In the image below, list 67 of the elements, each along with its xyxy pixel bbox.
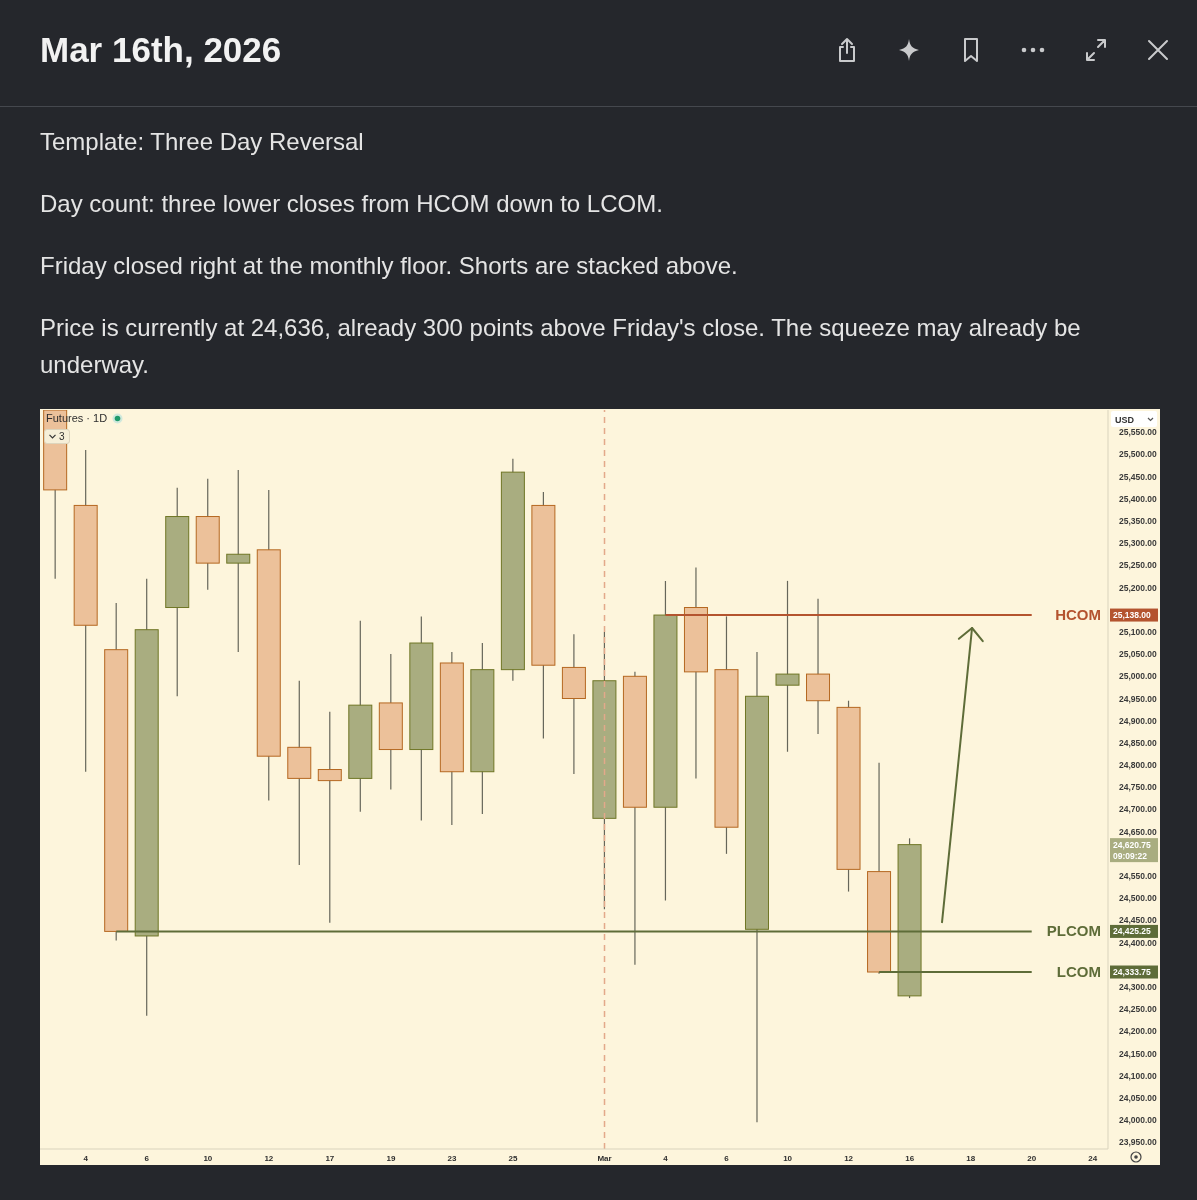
x-tick-label: 10 [783, 1154, 793, 1163]
text: 25,138.00 [1113, 610, 1152, 621]
y-tick-label: 25,500.00 [1119, 449, 1158, 460]
text: Friday closed right at the monthly floor. Shorts are stacked above. [40, 251, 739, 281]
ref-line-label: PLCOM [1046, 922, 1101, 940]
text: Day count: three lower closes from HCOM down to LCOM. [40, 189, 664, 219]
ref-line-label: LCOM [1056, 963, 1101, 981]
y-tick-label: 24,250.00 [1119, 1004, 1158, 1015]
x-tick-label: 17 [325, 1154, 335, 1163]
y-tick-label: 25,450.00 [1119, 471, 1158, 482]
y-tick-label: 24,200.00 [1119, 1026, 1158, 1037]
y-tick-label: 24,900.00 [1119, 715, 1158, 726]
y-tick-label: 25,100.00 [1119, 626, 1158, 637]
y-tick-label: 24,950.00 [1119, 693, 1158, 704]
y-tick-label: 24,450.00 [1119, 915, 1158, 926]
y-tick-label: 25,000.00 [1119, 671, 1158, 682]
y-tick-label: 24,800.00 [1119, 760, 1158, 771]
y-tick-label: 24,750.00 [1119, 782, 1158, 793]
y-tick-label: 24,150.00 [1119, 1048, 1158, 1059]
y-tick-label: 24,550.00 [1119, 871, 1158, 882]
x-tick-label: 12 [264, 1154, 274, 1163]
x-tick-label: 25 [508, 1154, 518, 1163]
y-tick-label: 24,500.00 [1119, 893, 1158, 904]
y-tick-label: 24,700.00 [1119, 804, 1158, 815]
collapse-button: 3 [44, 429, 70, 444]
x-tick-label: 18 [966, 1154, 976, 1163]
y-tick-label: 23,950.00 [1119, 1137, 1158, 1148]
x-tick-label: 24 [1088, 1154, 1098, 1163]
y-tick-label: 24,100.00 [1119, 1070, 1158, 1081]
chart-title: Mar 16th, 2026 [40, 29, 282, 71]
chart-subtitle: Template: Three Day Reversal [40, 127, 365, 157]
text: 24,425.25 [1113, 926, 1152, 937]
y-tick-label: 25,300.00 [1119, 538, 1158, 549]
candlestick [226, 469, 251, 653]
x-tick-label: 19 [386, 1154, 396, 1163]
x-tick-label: 4 [83, 1154, 89, 1163]
y-tick-label: 25,200.00 [1119, 582, 1158, 593]
y-tick-label: 25,400.00 [1119, 493, 1158, 504]
x-tick-label: 10 [203, 1154, 213, 1163]
y-tick-label: 24,400.00 [1119, 937, 1158, 948]
candlestick [775, 580, 800, 753]
annotation: Futures · 1D [46, 412, 108, 424]
y-tick-label: 24,050.00 [1119, 1092, 1158, 1103]
x-tick-label: 4 [663, 1154, 669, 1163]
y-tick-label: 25,350.00 [1119, 515, 1158, 526]
x-tick-label: 20 [1027, 1154, 1037, 1163]
x-tick-label: 16 [905, 1154, 915, 1163]
y-axis-title: USD [1115, 414, 1135, 425]
text: Price is currently at 24,636, already 300 points above Friday's close. The squeeze may already be underway. [40, 313, 1082, 380]
annotation: 3 [59, 431, 65, 442]
y-tick-label: 24,000.00 [1119, 1115, 1158, 1126]
text: 24,620.75 [1113, 839, 1152, 850]
text: 09:09:22 [1113, 850, 1148, 861]
y-tick-label: 24,300.00 [1119, 982, 1158, 993]
y-tick-label: 25,550.00 [1119, 427, 1158, 438]
x-tick-label: 23 [447, 1154, 457, 1163]
x-tick-label: 12 [844, 1154, 854, 1163]
candlestick [317, 711, 342, 924]
y-tick-label: 24,650.00 [1119, 826, 1158, 837]
y-tick-label: 25,050.00 [1119, 649, 1158, 660]
ref-line-label: HCOM [1055, 606, 1101, 624]
y-tick-label: 25,250.00 [1119, 560, 1158, 571]
x-tick-label: Mar [597, 1154, 612, 1163]
text: 24,333.75 [1113, 967, 1152, 978]
x-tick-label: 6 [724, 1154, 730, 1163]
x-tick-label: 6 [144, 1154, 150, 1163]
y-tick-label: 24,850.00 [1119, 737, 1158, 748]
